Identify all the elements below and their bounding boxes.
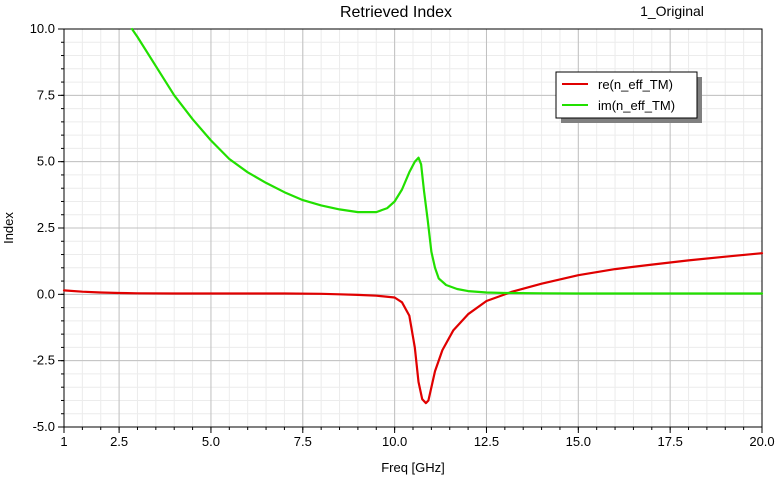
x-axis-label: Freq [GHz] bbox=[381, 460, 445, 475]
x-tick-label: 1 bbox=[60, 434, 67, 449]
x-tick-label: 12.5 bbox=[474, 434, 499, 449]
x-tick-label: 20.0 bbox=[749, 434, 774, 449]
y-tick-label: -5.0 bbox=[33, 419, 55, 434]
x-tick-labels: 1 2.5 5.0 7.5 10.0 12.5 15.0 17.5 20.0 bbox=[60, 434, 774, 449]
legend-box bbox=[555, 71, 698, 119]
x-tick-label: 15.0 bbox=[566, 434, 591, 449]
chart-title: Retrieved Index bbox=[340, 4, 452, 21]
y-tick-label: 7.5 bbox=[37, 87, 55, 102]
x-tick-label: 10.0 bbox=[382, 434, 407, 449]
series-line-re bbox=[62, 252, 764, 405]
x-tick-label: 5.0 bbox=[202, 434, 220, 449]
y-tick-labels: 10.0 7.5 5.0 2.5 0.0 -2.5 -5.0 bbox=[30, 21, 55, 434]
y-tick-label: -2.5 bbox=[33, 353, 55, 368]
axis-ticks bbox=[58, 28, 763, 433]
legend-label-re: re(n_eff_TM) bbox=[598, 77, 673, 92]
y-tick-label: 10.0 bbox=[30, 21, 55, 36]
y-axis-label: Index bbox=[1, 212, 16, 244]
x-tick-label: 7.5 bbox=[294, 434, 312, 449]
y-tick-label: 0.0 bbox=[37, 286, 55, 301]
series-line-im bbox=[130, 27, 764, 295]
y-tick-label: 2.5 bbox=[37, 220, 55, 235]
x-tick-label: 17.5 bbox=[658, 434, 683, 449]
x-tick-label: 2.5 bbox=[110, 434, 128, 449]
series-layer bbox=[62, 27, 764, 405]
legend: re(n_eff_TM) im(n_eff_TM) bbox=[555, 71, 702, 123]
y-tick-label: 5.0 bbox=[37, 154, 55, 169]
legend-label-im: im(n_eff_TM) bbox=[598, 98, 675, 113]
corner-label: 1_Original bbox=[640, 3, 704, 19]
